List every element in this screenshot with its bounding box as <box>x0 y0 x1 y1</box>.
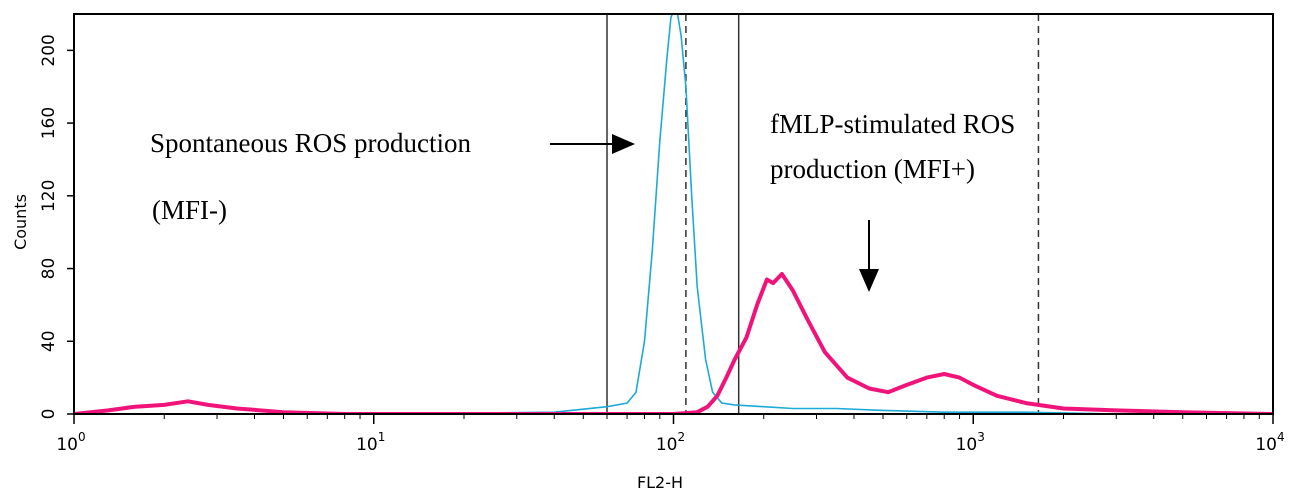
annotation-fmlp-line1: fMLP-stimulated ROS <box>770 109 1015 139</box>
arrow-down-icon <box>859 220 879 292</box>
x-tick-label: 102 <box>656 430 685 455</box>
y-tick-label: 160 <box>39 107 59 139</box>
y-tick-label: 40 <box>39 330 59 352</box>
plot-frame <box>73 13 1274 415</box>
annotation-mfi-minus: (MFI-) <box>152 195 227 225</box>
y-tick-label: 120 <box>39 180 59 212</box>
y-tick-label: 0 <box>39 409 59 420</box>
x-tick-label: 100 <box>56 430 85 455</box>
annotation-fmlp-line2: production (MFI+) <box>770 154 975 184</box>
histogram-series <box>74 14 1273 414</box>
x-tick-label: 104 <box>1255 430 1284 455</box>
series-line-1 <box>74 272 1273 414</box>
y-axis-ticks: 0 40 80 120 160 200 <box>39 34 74 419</box>
arrow-right-icon <box>550 134 635 154</box>
y-tick-label: 80 <box>39 258 59 280</box>
series-line-0 <box>74 14 1273 414</box>
x-tick-label: 103 <box>956 430 985 455</box>
x-tick-label: 101 <box>356 430 385 455</box>
gate-lines <box>606 14 1040 414</box>
x-axis-ticks: 100 101 102 103 104 <box>56 414 1285 455</box>
y-tick-label: 200 <box>39 34 59 66</box>
x-axis-label: FL2-H <box>637 473 683 492</box>
annotation-spontaneous: Spontaneous ROS production <box>150 128 471 158</box>
y-axis-label: Counts <box>11 194 30 250</box>
